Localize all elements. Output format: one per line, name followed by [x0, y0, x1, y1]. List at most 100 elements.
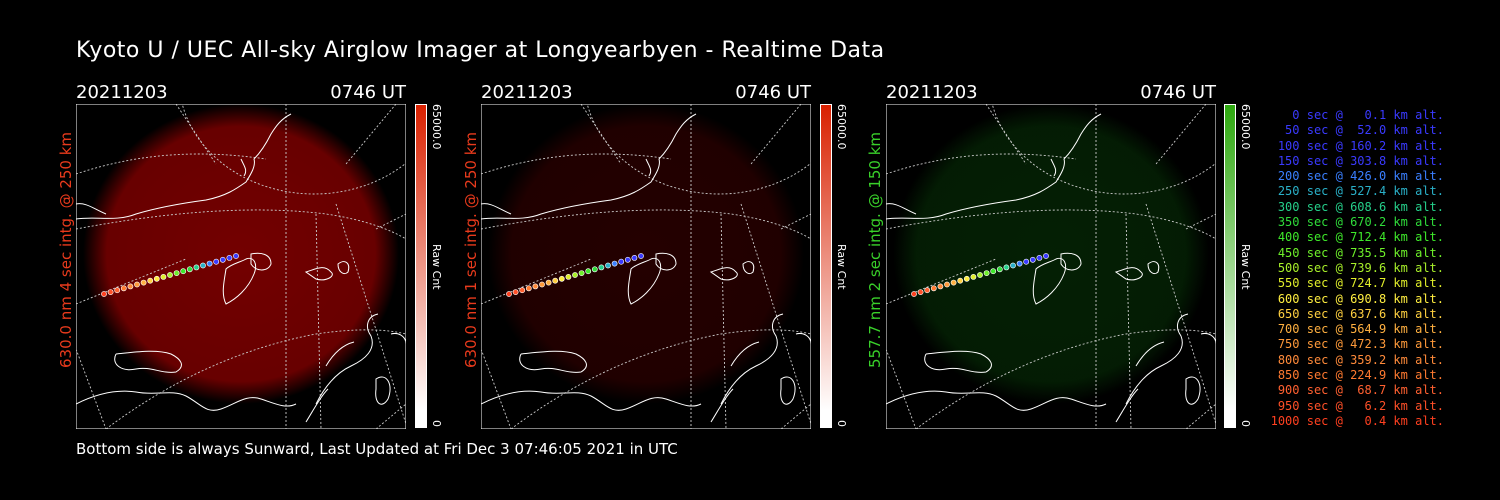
legend-row: 550 sec @ 724.7 km alt. — [1270, 276, 1444, 291]
panel-ylabel: 557.7 nm 2 sec intg. @ 150 km — [866, 131, 884, 368]
colorbar-max-label: 65000.0 — [1239, 104, 1252, 150]
trajectory-point — [1029, 256, 1036, 263]
trajectory-point — [213, 258, 220, 265]
colorbar-max-label: 65000.0 — [835, 104, 848, 150]
legend-row: 150 sec @ 303.8 km alt. — [1270, 153, 1444, 168]
colorbar — [415, 104, 427, 428]
trajectory-point — [618, 258, 625, 265]
legend-row: 300 sec @ 608.6 km alt. — [1270, 199, 1444, 214]
colorbar — [1224, 104, 1236, 428]
colorbar-min-label: 0 — [430, 420, 443, 427]
panel-ylabel: 630.0 nm 1 sec intg. @ 250 km — [462, 131, 480, 368]
page-title: Kyoto U / UEC All-sky Airglow Imager at … — [76, 38, 885, 63]
trajectory-point — [206, 260, 213, 267]
legend-row: 100 sec @ 160.2 km alt. — [1270, 138, 1444, 153]
trajectory-point — [193, 264, 200, 271]
trajectory-point — [1010, 262, 1016, 269]
trajectory-point — [233, 253, 239, 259]
trajectory-point — [519, 287, 526, 294]
panel-time: 0746 UT — [735, 82, 811, 103]
panel-time: 0746 UT — [330, 82, 406, 103]
trajectory-point — [924, 287, 931, 294]
legend-row: 50 sec @ 52.0 km alt. — [1270, 123, 1444, 138]
trajectory-point — [605, 262, 611, 269]
panel-date: 20211203 — [76, 82, 168, 103]
legend-row: 700 sec @ 564.9 km alt. — [1270, 322, 1444, 337]
trajectory-point — [127, 283, 134, 290]
trajectory-point — [957, 277, 964, 284]
trajectory-point — [558, 275, 565, 282]
trajectory-point — [186, 266, 193, 273]
trajectory-point — [591, 266, 598, 273]
trajectory-point — [983, 270, 990, 276]
trajectory-point — [219, 256, 226, 263]
trajectory-point — [525, 285, 532, 292]
trajectory-point — [532, 283, 539, 290]
colorbar-unit-label: Raw Cnt — [430, 244, 443, 290]
trajectory-point — [153, 275, 160, 282]
trajectory-point — [180, 268, 187, 275]
trajectory-point — [552, 277, 559, 284]
legend-row: 400 sec @ 712.4 km alt. — [1270, 230, 1444, 245]
legend-row: 200 sec @ 426.0 km alt. — [1270, 169, 1444, 184]
legend-row: 600 sec @ 690.8 km alt. — [1270, 291, 1444, 306]
colorbar-max-label: 65000.0 — [430, 104, 443, 150]
panel-ylabel: 630.0 nm 4 sec intg. @ 250 km — [57, 131, 75, 368]
trajectory-point — [990, 268, 997, 275]
trajectory-point — [598, 264, 605, 271]
legend-row: 900 sec @ 68.7 km alt. — [1270, 383, 1444, 398]
trajectory-point — [611, 260, 618, 267]
trajectory-point — [911, 291, 917, 297]
trajectory-point — [1023, 258, 1030, 265]
trajectory-point — [120, 285, 127, 292]
allsky-map — [76, 104, 406, 429]
legend-row: 650 sec @ 637.6 km alt. — [1270, 306, 1444, 321]
colorbar — [820, 104, 832, 428]
allsky-map — [886, 104, 1216, 429]
trajectory-point — [1036, 254, 1043, 261]
legend-row: 1000 sec @ 0.4 km alt. — [1270, 413, 1444, 428]
trajectory-point — [638, 253, 644, 259]
trajectory-legend: 0 sec @ 0.1 km alt. 50 sec @ 52.0 km alt… — [1262, 108, 1444, 429]
trajectory-point — [950, 279, 957, 286]
legend-row: 950 sec @ 6.2 km alt. — [1270, 398, 1444, 413]
panel-date: 20211203 — [886, 82, 978, 103]
trajectory-point — [917, 289, 924, 295]
trajectory-point — [930, 285, 937, 292]
trajectory-point — [963, 275, 970, 282]
colorbar-min-label: 0 — [1239, 420, 1252, 427]
trajectory-point — [167, 272, 173, 278]
trajectory-point — [937, 283, 944, 290]
colorbar-unit-label: Raw Cnt — [835, 244, 848, 290]
trajectory-point — [624, 256, 631, 263]
trajectory-point — [1043, 253, 1049, 259]
trajectory-point — [506, 291, 512, 297]
trajectory-point — [539, 281, 545, 288]
trajectory-point — [578, 270, 585, 276]
legend-row: 500 sec @ 739.6 km alt. — [1270, 260, 1444, 275]
legend-row: 350 sec @ 670.2 km alt. — [1270, 215, 1444, 230]
trajectory-point — [565, 273, 572, 280]
trajectory-point — [1016, 260, 1023, 267]
trajectory-point — [114, 287, 121, 294]
trajectory-point — [134, 281, 140, 288]
imager-panel-3: 20211203 0746 UT — [886, 82, 1216, 430]
panel-time: 0746 UT — [1140, 82, 1216, 103]
trajectory-point — [147, 277, 154, 284]
trajectory-point — [160, 273, 167, 280]
panel-date: 20211203 — [481, 82, 573, 103]
trajectory-point — [140, 279, 147, 286]
trajectory-point — [996, 266, 1003, 273]
colorbar-unit-label: Raw Cnt — [1239, 244, 1252, 290]
legend-row: 850 sec @ 224.9 km alt. — [1270, 368, 1444, 383]
trajectory-point — [944, 281, 950, 288]
imager-panel-1: 20211203 0746 UT — [76, 82, 406, 430]
trajectory-point — [173, 270, 180, 276]
colorbar-min-label: 0 — [835, 420, 848, 427]
trajectory-point — [200, 262, 206, 269]
imager-panel-2: 20211203 0746 UT — [481, 82, 811, 430]
trajectory-point — [631, 254, 638, 261]
legend-row: 450 sec @ 735.5 km alt. — [1270, 245, 1444, 260]
trajectory-point — [107, 289, 114, 295]
allsky-map — [481, 104, 811, 429]
